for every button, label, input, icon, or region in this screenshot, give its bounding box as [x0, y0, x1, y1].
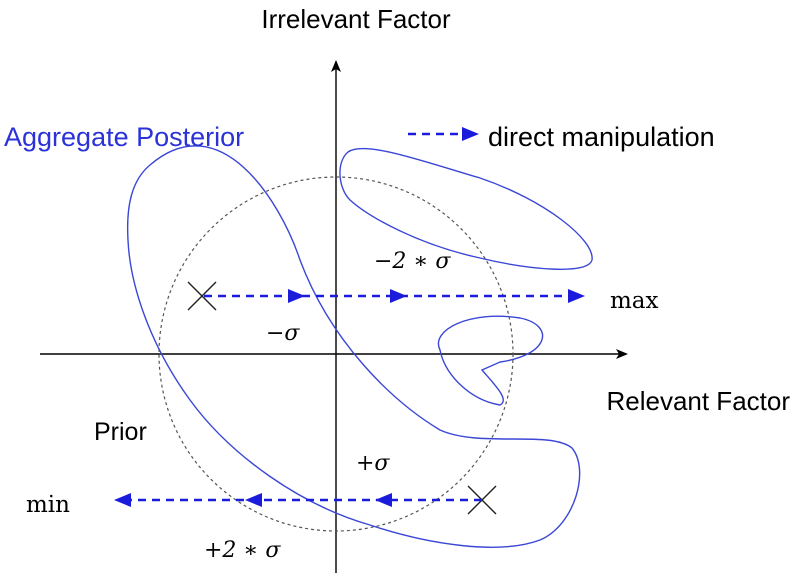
plus-two-sigma-label: +2 ∗ σ [204, 538, 281, 563]
arrowhead-5 [245, 493, 262, 507]
prior-circle [158, 176, 514, 532]
posterior-main-blob [126, 145, 581, 548]
cross-marker-upper [187, 281, 217, 311]
arrowhead-2 [390, 289, 407, 303]
arrowhead-6 [114, 493, 131, 507]
aggregate-posterior-label: Aggregate Posterior [4, 122, 244, 152]
manipulation-arrow-max [204, 289, 585, 303]
arrowhead-1 [288, 289, 305, 303]
prior-label: Prior [94, 418, 147, 446]
arrowhead-4 [375, 493, 392, 507]
manipulation-arrow-min [114, 493, 482, 507]
minus-two-sigma-label: −2 ∗ σ [374, 249, 451, 274]
minus-sigma-label: −σ [266, 321, 300, 346]
legend-label: direct manipulation [488, 122, 715, 152]
max-label: max [610, 288, 659, 314]
plus-sigma-label: +σ [356, 451, 390, 476]
x-axis-label: Relevant Factor [606, 386, 790, 416]
legend-arrow [408, 127, 479, 141]
min-label: min [26, 492, 70, 518]
y-axis-label: Irrelevant Factor [261, 4, 451, 34]
posterior-hook-blob [437, 315, 544, 406]
arrowhead-3 [568, 289, 585, 303]
posterior-upper-blob [339, 147, 593, 270]
